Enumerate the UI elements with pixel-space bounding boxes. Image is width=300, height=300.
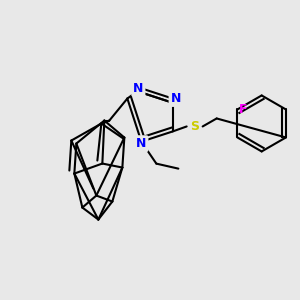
Text: N: N xyxy=(136,137,146,150)
Text: S: S xyxy=(190,120,199,133)
Text: N: N xyxy=(170,92,181,105)
Text: F: F xyxy=(239,103,248,116)
Text: N: N xyxy=(133,82,143,95)
